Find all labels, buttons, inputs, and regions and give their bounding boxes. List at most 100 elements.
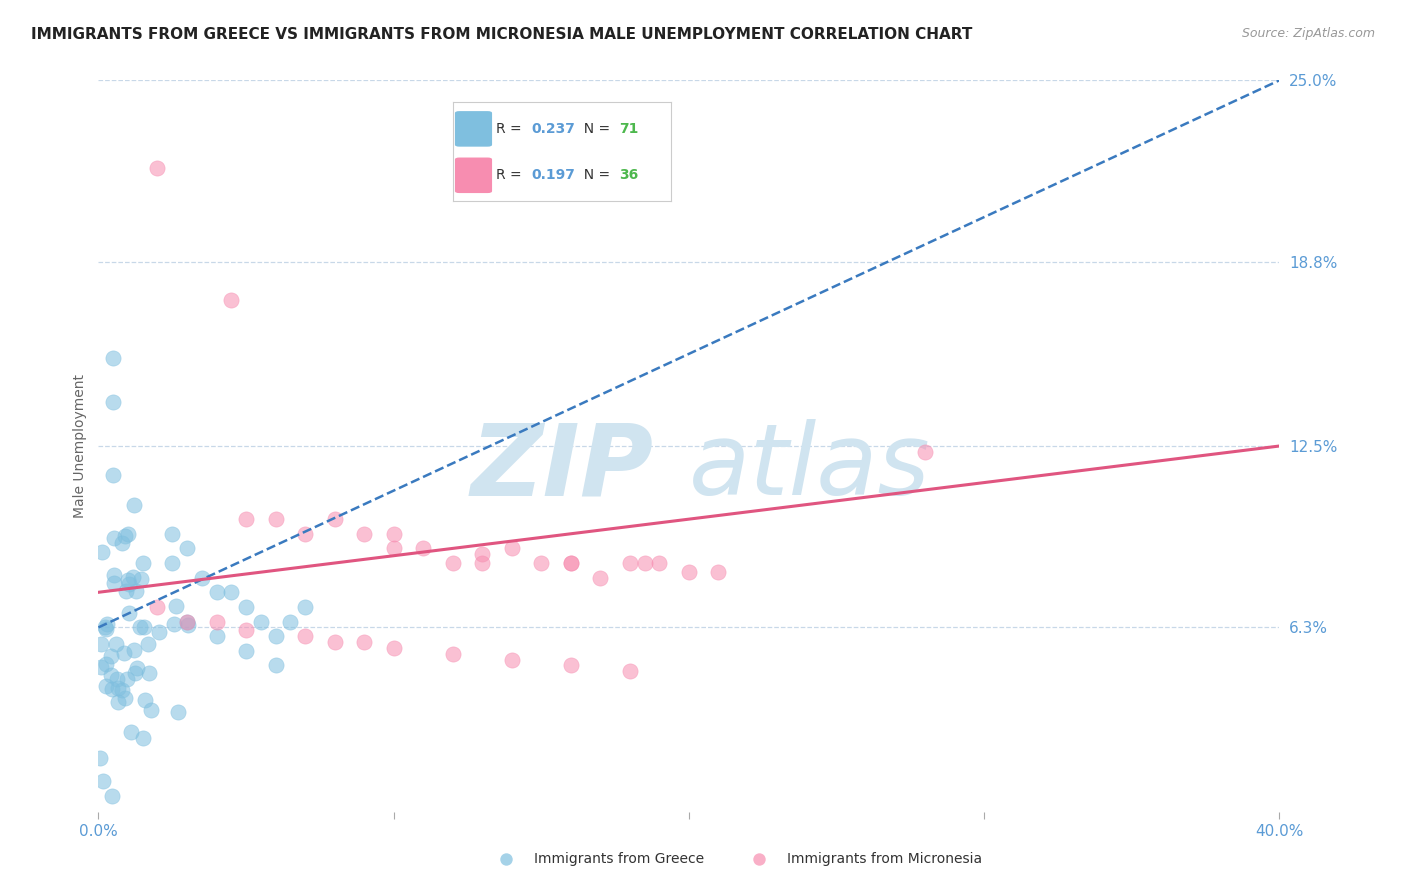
Point [648, 556, 671, 570]
Point [560, 556, 582, 570]
Point [114, 690, 136, 705]
Point [235, 624, 257, 638]
Point [103, 468, 125, 483]
Point [264, 512, 287, 526]
Point [382, 526, 405, 541]
Point [146, 599, 169, 614]
Point [131, 731, 153, 746]
Point [250, 615, 273, 629]
Point [100, 649, 122, 664]
Point [94, 622, 117, 636]
Point [353, 526, 375, 541]
Text: Source: ZipAtlas.com: Source: ZipAtlas.com [1241, 27, 1375, 40]
Point [707, 565, 730, 579]
Point [103, 531, 125, 545]
Point [114, 647, 136, 661]
Point [382, 541, 405, 556]
Point [100, 667, 122, 681]
Point [103, 395, 125, 409]
Point [235, 644, 257, 658]
Point [128, 620, 150, 634]
Point [914, 445, 936, 459]
Point [205, 629, 228, 643]
Point [191, 571, 214, 585]
Point [501, 541, 523, 556]
Point [560, 556, 582, 570]
Point [122, 570, 145, 584]
Point [125, 584, 148, 599]
Point [96, 617, 118, 632]
Point [176, 615, 198, 629]
Point [90, 660, 112, 674]
Point [115, 673, 138, 687]
Point [619, 556, 641, 570]
Text: IMMIGRANTS FROM GREECE VS IMMIGRANTS FROM MICRONESIA MALE UNEMPLOYMENT CORRELATI: IMMIGRANTS FROM GREECE VS IMMIGRANTS FRO… [31, 27, 973, 42]
Point [294, 526, 316, 541]
Point [89, 751, 111, 765]
Point [163, 617, 186, 632]
Point [176, 615, 198, 629]
Point [280, 615, 302, 629]
Point [205, 585, 228, 599]
Point [441, 647, 464, 661]
Point [264, 629, 287, 643]
Point [501, 652, 523, 666]
Point [382, 640, 405, 655]
Point [104, 637, 127, 651]
Point [91, 774, 114, 789]
Point [114, 529, 136, 543]
Point [221, 293, 243, 307]
Point [264, 658, 287, 673]
Point [100, 789, 122, 804]
Point [495, 851, 517, 865]
Point [110, 535, 132, 549]
Point [94, 657, 117, 672]
Point [560, 658, 582, 673]
Point [619, 665, 641, 679]
Point [90, 637, 112, 651]
Point [176, 541, 198, 556]
Point [323, 635, 346, 649]
Point [107, 695, 129, 709]
Point [118, 607, 141, 621]
Point [748, 851, 770, 865]
Point [471, 547, 494, 561]
Text: ZIP: ZIP [471, 419, 654, 516]
Point [162, 526, 183, 541]
Point [162, 556, 183, 570]
Point [127, 661, 149, 675]
Y-axis label: Male Unemployment: Male Unemployment [73, 374, 87, 518]
Point [134, 620, 156, 634]
Point [146, 161, 169, 175]
Point [94, 619, 117, 633]
Point [471, 556, 494, 570]
Point [103, 575, 125, 590]
Point [117, 526, 139, 541]
Point [103, 351, 125, 366]
Point [105, 672, 128, 686]
Point [91, 544, 114, 558]
Point [94, 679, 117, 693]
Point [148, 624, 170, 639]
Point [167, 705, 190, 719]
Point [634, 556, 657, 570]
Point [176, 617, 198, 632]
Point [678, 565, 700, 579]
Point [205, 615, 228, 629]
Point [294, 629, 316, 643]
Point [294, 599, 316, 614]
Point [129, 573, 152, 587]
Point [441, 556, 464, 570]
Point [221, 585, 243, 599]
Point [353, 635, 375, 649]
Point [115, 583, 138, 598]
Point [412, 541, 434, 556]
Point [132, 556, 155, 570]
Text: Immigrants from Micronesia: Immigrants from Micronesia [787, 852, 983, 865]
Point [589, 571, 612, 585]
Point [235, 599, 257, 614]
Point [120, 724, 142, 739]
Point [530, 556, 553, 570]
Point [323, 512, 346, 526]
Point [107, 681, 129, 695]
